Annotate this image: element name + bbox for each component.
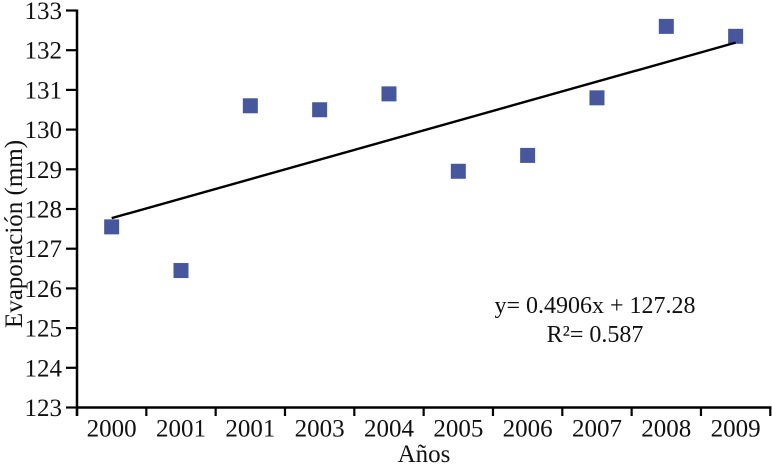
data-point [728,28,744,44]
data-point [104,219,120,235]
y-tick-label: 124 [25,355,63,382]
y-tick-label: 128 [25,197,63,224]
x-tick-label: 2005 [433,416,483,443]
data-point [658,18,674,34]
data-point [450,163,466,179]
y-tick-label: 130 [25,117,63,144]
data-point [589,90,605,106]
y-axis-title: Evaporación (mm) [1,139,28,329]
y-tick-label: 127 [25,236,63,263]
x-tick-label: 2001 [156,416,206,443]
y-tick-label: 132 [25,38,63,65]
y-tick-label: 125 [25,316,63,343]
x-tick-label: 2003 [295,416,345,443]
x-tick-label: 2001 [225,416,275,443]
data-point [520,147,536,163]
x-tick-label: 2000 [87,416,137,443]
y-tick-label: 131 [25,77,63,104]
data-point [242,98,258,114]
x-tick-label: 2008 [641,416,691,443]
x-axis-title: Años [397,441,451,467]
r-squared-value: R²= 0.587 [546,322,644,348]
x-tick-label: 2006 [503,416,553,443]
trendline-annotation: y= 0.4906x + 127.28 R²= 0.587 [445,292,745,350]
data-point [173,263,189,279]
trendline-equation: y= 0.4906x + 127.28 [494,293,696,319]
y-tick-label: 129 [25,157,63,184]
y-tick-label: 126 [25,276,63,303]
data-point [381,86,397,102]
trendline [111,41,736,220]
data-point [312,102,328,118]
y-tick-label: 123 [25,395,63,422]
y-tick-label: 133 [25,0,63,25]
x-tick-label: 2007 [572,416,622,443]
x-tick-label: 2009 [711,416,761,443]
x-tick-label: 2004 [364,416,415,443]
